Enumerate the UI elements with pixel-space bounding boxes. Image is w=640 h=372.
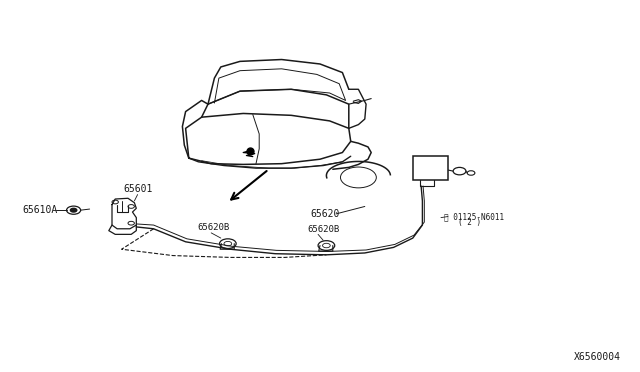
Text: 65601: 65601	[123, 184, 152, 194]
Text: 65620B: 65620B	[307, 225, 339, 234]
Text: Ⓐ 01125-N6011: Ⓐ 01125-N6011	[444, 212, 504, 221]
Bar	[413, 156, 448, 180]
Text: ( 2 ): ( 2 )	[458, 218, 481, 227]
Text: X6560004: X6560004	[574, 352, 621, 362]
Text: 65610A: 65610A	[22, 205, 58, 215]
Text: 65620B: 65620B	[197, 224, 229, 232]
Text: 65620: 65620	[310, 209, 340, 219]
Circle shape	[70, 208, 77, 212]
